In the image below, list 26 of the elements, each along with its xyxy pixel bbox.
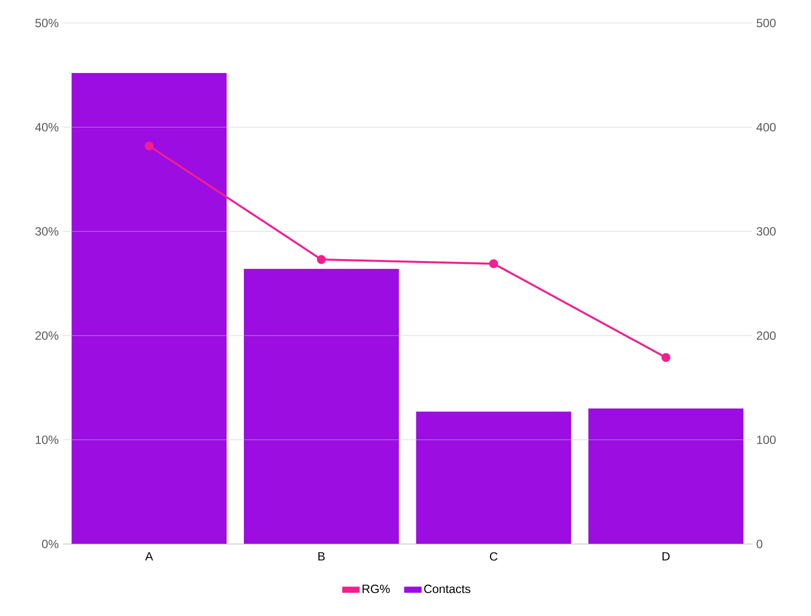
y2-tick-label: 400 xyxy=(756,122,776,132)
y-tick-label: 40% xyxy=(35,122,58,132)
point xyxy=(489,259,498,268)
y2-tick-label: 0 xyxy=(756,540,762,548)
x-tick-label: B xyxy=(318,552,325,560)
x-tick-label: D xyxy=(662,552,670,560)
x-tick-label: A xyxy=(145,552,154,560)
y-tick-label: 0% xyxy=(42,540,58,548)
point xyxy=(661,352,670,362)
point xyxy=(144,141,154,150)
bar xyxy=(72,73,227,544)
y2-tick-label: 100 xyxy=(757,436,776,444)
point xyxy=(316,255,326,264)
y-tick-label: 20% xyxy=(35,331,58,340)
legend-label: RG% xyxy=(362,584,390,594)
y-tick-label: 50% xyxy=(35,18,58,28)
y-tick-label: 30% xyxy=(35,227,58,236)
y2-tick-label: 500 xyxy=(756,18,776,28)
y2-tick-label: 300 xyxy=(756,227,776,236)
bar xyxy=(588,408,744,544)
bar xyxy=(244,268,399,544)
y2-tick-label: 200 xyxy=(756,331,776,340)
y-tick-label: 10% xyxy=(36,436,58,444)
x-tick-label: C xyxy=(490,552,498,561)
legend-label: Contacts xyxy=(424,584,470,594)
bar xyxy=(416,412,572,544)
